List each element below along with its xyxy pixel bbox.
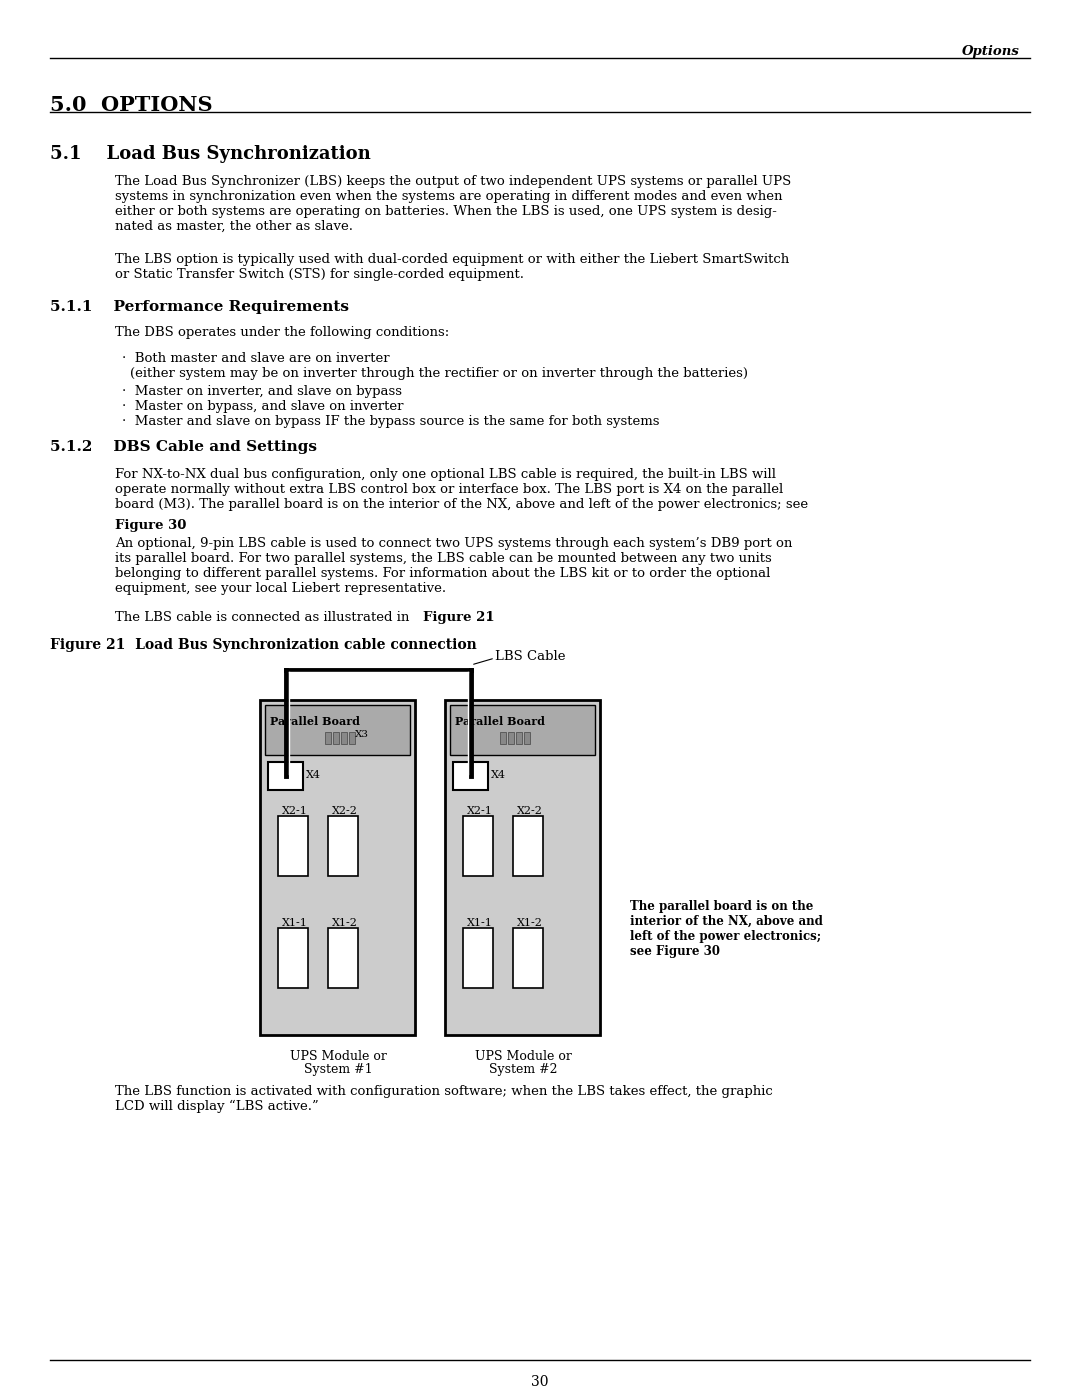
Text: Parallel Board: Parallel Board <box>270 717 360 726</box>
Text: The parallel board is on the
interior of the NX, above and
left of the power ele: The parallel board is on the interior of… <box>630 900 823 958</box>
Text: X1-2: X1-2 <box>332 918 357 928</box>
Text: X1-1: X1-1 <box>467 918 492 928</box>
Text: 30: 30 <box>531 1375 549 1389</box>
Text: LBS Cable: LBS Cable <box>495 650 566 664</box>
Text: The Load Bus Synchronizer (LBS) keeps the output of two independent UPS systems : The Load Bus Synchronizer (LBS) keeps th… <box>114 175 792 233</box>
Text: ·  Master and slave on bypass IF the bypass source is the same for both systems: · Master and slave on bypass IF the bypa… <box>122 415 660 427</box>
Text: X2-1: X2-1 <box>467 806 492 816</box>
Text: System #1: System #1 <box>303 1063 373 1076</box>
Text: 5.1.1    Performance Requirements: 5.1.1 Performance Requirements <box>50 300 349 314</box>
Text: X4: X4 <box>306 770 321 780</box>
Bar <box>328 816 357 876</box>
Text: X2-2: X2-2 <box>332 806 357 816</box>
Text: 5.0  OPTIONS: 5.0 OPTIONS <box>50 95 213 115</box>
Bar <box>524 732 530 745</box>
Text: Figure 30: Figure 30 <box>114 520 187 532</box>
Text: The LBS option is typically used with dual-corded equipment or with either the L: The LBS option is typically used with du… <box>114 253 789 281</box>
Bar <box>450 705 595 754</box>
Text: The DBS operates under the following conditions:: The DBS operates under the following con… <box>114 326 449 339</box>
Text: X1-1: X1-1 <box>282 918 308 928</box>
Bar <box>278 816 308 876</box>
Bar <box>508 732 514 745</box>
Bar <box>513 928 543 988</box>
Bar <box>453 761 488 789</box>
Text: 5.1.2    DBS Cable and Settings: 5.1.2 DBS Cable and Settings <box>50 440 318 454</box>
Text: X4: X4 <box>491 770 507 780</box>
Text: ·  Both master and slave are on inverter: · Both master and slave are on inverter <box>122 352 390 365</box>
Text: For NX-to-NX dual bus configuration, only one optional LBS cable is required, th: For NX-to-NX dual bus configuration, onl… <box>114 468 808 511</box>
Text: ·  Master on bypass, and slave on inverter: · Master on bypass, and slave on inverte… <box>122 400 404 414</box>
Bar <box>341 732 347 745</box>
Text: System #2: System #2 <box>489 1063 557 1076</box>
Bar <box>463 928 492 988</box>
Text: X1-2: X1-2 <box>517 918 543 928</box>
Bar <box>325 732 330 745</box>
Bar <box>516 732 522 745</box>
Text: An optional, 9-pin LBS cable is used to connect two UPS systems through each sys: An optional, 9-pin LBS cable is used to … <box>114 536 793 595</box>
Bar <box>463 816 492 876</box>
Bar <box>445 700 600 1035</box>
Text: The LBS cable is connected as illustrated in: The LBS cable is connected as illustrate… <box>114 610 414 624</box>
Text: UPS Module or: UPS Module or <box>289 1051 387 1063</box>
Bar <box>260 700 415 1035</box>
Text: The LBS function is activated with configuration software; when the LBS takes ef: The LBS function is activated with confi… <box>114 1085 773 1113</box>
Text: .: . <box>486 610 490 624</box>
Text: X3: X3 <box>355 731 369 739</box>
Bar <box>513 816 543 876</box>
Text: 5.1    Load Bus Synchronization: 5.1 Load Bus Synchronization <box>50 145 370 163</box>
Bar <box>268 761 303 789</box>
Bar <box>500 732 507 745</box>
Bar <box>278 928 308 988</box>
Text: Parallel Board: Parallel Board <box>455 717 545 726</box>
Text: Options: Options <box>962 45 1020 59</box>
Text: Figure 21: Figure 21 <box>423 610 495 624</box>
Bar <box>349 732 355 745</box>
Bar <box>265 705 410 754</box>
Text: X2-2: X2-2 <box>517 806 543 816</box>
Text: (either system may be on inverter through the rectifier or on inverter through t: (either system may be on inverter throug… <box>130 367 748 380</box>
Text: .: . <box>180 520 185 532</box>
Text: Figure 21  Load Bus Synchronization cable connection: Figure 21 Load Bus Synchronization cable… <box>50 638 476 652</box>
Text: X2-1: X2-1 <box>282 806 308 816</box>
Text: UPS Module or: UPS Module or <box>474 1051 571 1063</box>
Text: ·  Master on inverter, and slave on bypass: · Master on inverter, and slave on bypas… <box>122 386 402 398</box>
Bar <box>333 732 339 745</box>
Bar <box>328 928 357 988</box>
